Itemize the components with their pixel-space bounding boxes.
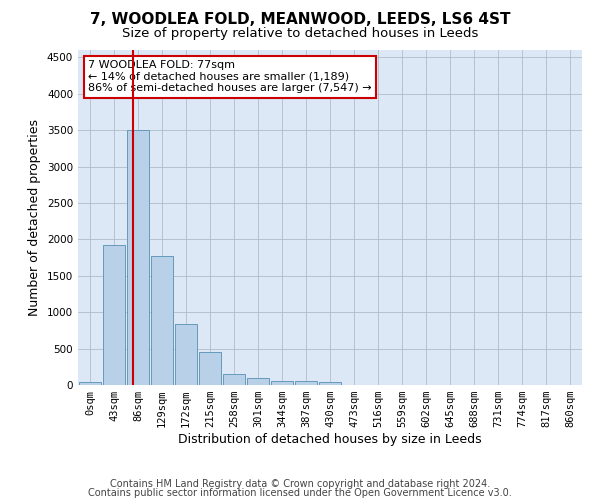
- Y-axis label: Number of detached properties: Number of detached properties: [28, 119, 41, 316]
- X-axis label: Distribution of detached houses by size in Leeds: Distribution of detached houses by size …: [178, 433, 482, 446]
- Text: 7 WOODLEA FOLD: 77sqm
← 14% of detached houses are smaller (1,189)
86% of semi-d: 7 WOODLEA FOLD: 77sqm ← 14% of detached …: [88, 60, 372, 93]
- Bar: [127, 130, 149, 385]
- Bar: [319, 382, 341, 385]
- Bar: [295, 382, 317, 385]
- Bar: [103, 245, 125, 385]
- Text: Contains public sector information licensed under the Open Government Licence v3: Contains public sector information licen…: [88, 488, 512, 498]
- Bar: [199, 352, 221, 385]
- Bar: [79, 382, 101, 385]
- Bar: [271, 381, 293, 385]
- Bar: [223, 374, 245, 385]
- Bar: [247, 378, 269, 385]
- Text: Size of property relative to detached houses in Leeds: Size of property relative to detached ho…: [122, 28, 478, 40]
- Text: 7, WOODLEA FOLD, MEANWOOD, LEEDS, LS6 4ST: 7, WOODLEA FOLD, MEANWOOD, LEEDS, LS6 4S…: [90, 12, 510, 28]
- Bar: [151, 256, 173, 385]
- Bar: [175, 324, 197, 385]
- Text: Contains HM Land Registry data © Crown copyright and database right 2024.: Contains HM Land Registry data © Crown c…: [110, 479, 490, 489]
